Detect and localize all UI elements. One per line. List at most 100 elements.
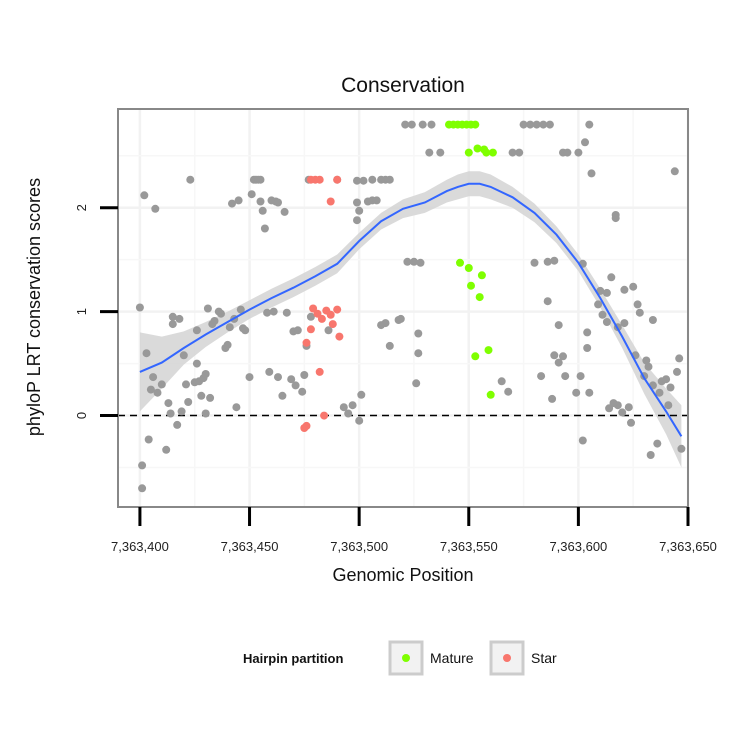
x-axis-title: Genomic Position xyxy=(332,565,473,585)
data-point-other xyxy=(146,385,155,394)
data-point-mature xyxy=(486,390,495,399)
data-point-other xyxy=(550,351,559,360)
data-point-other xyxy=(357,390,366,399)
y-tick-label: 0 xyxy=(74,412,89,419)
data-point-other xyxy=(574,148,583,157)
data-point-other xyxy=(550,256,559,265)
data-point-other xyxy=(355,416,364,425)
data-point-other xyxy=(173,420,182,429)
data-point-other xyxy=(232,403,241,412)
data-point-other xyxy=(368,175,377,184)
data-point-other xyxy=(504,387,513,396)
data-point-other xyxy=(151,204,160,213)
data-point-other xyxy=(206,393,215,402)
data-point-other xyxy=(182,380,190,389)
data-point-other xyxy=(598,310,607,319)
legend-label-star: Star xyxy=(531,650,557,666)
data-point-other xyxy=(162,445,171,454)
data-points xyxy=(135,120,686,493)
data-point-other xyxy=(344,409,353,418)
data-point-other xyxy=(175,314,184,323)
data-point-other xyxy=(184,398,193,406)
data-point-other xyxy=(572,388,581,397)
data-point-other xyxy=(602,288,611,297)
data-point-other xyxy=(263,308,272,317)
data-point-other xyxy=(247,190,256,199)
legend-label-mature: Mature xyxy=(430,650,474,666)
data-point-other xyxy=(210,317,219,325)
data-point-mature xyxy=(473,144,482,153)
data-point-other xyxy=(401,120,410,129)
data-point-other xyxy=(425,148,434,157)
data-point-star xyxy=(315,175,324,184)
data-point-other xyxy=(664,401,673,410)
x-tick-label: 7,363,600 xyxy=(549,539,607,554)
data-point-other xyxy=(670,167,679,176)
data-point-other xyxy=(157,380,166,389)
data-point-other xyxy=(348,401,357,410)
data-point-other xyxy=(583,344,592,352)
data-point-star xyxy=(315,367,324,376)
data-point-other xyxy=(583,328,592,337)
data-point-star xyxy=(333,175,342,184)
data-point-other xyxy=(532,120,541,129)
data-point-star xyxy=(302,421,311,430)
data-point-other xyxy=(280,207,289,216)
y-tick-label: 2 xyxy=(74,204,89,211)
data-point-other xyxy=(223,340,232,349)
data-point-other xyxy=(177,407,186,416)
data-point-other xyxy=(497,377,506,386)
data-point-other xyxy=(153,388,162,397)
data-point-other xyxy=(274,198,282,207)
data-point-other xyxy=(585,120,594,129)
data-point-other xyxy=(633,300,642,309)
data-point-other xyxy=(265,367,274,376)
data-point-other xyxy=(214,307,223,316)
data-point-other xyxy=(554,358,563,367)
data-point-other xyxy=(537,372,546,381)
data-point-other xyxy=(585,388,594,397)
data-point-other xyxy=(602,318,611,326)
data-point-other xyxy=(324,326,333,335)
data-point-other xyxy=(372,196,381,205)
data-point-other xyxy=(624,403,633,412)
x-tick-label: 7,363,550 xyxy=(440,539,498,554)
data-point-other xyxy=(548,394,557,403)
data-point-other xyxy=(607,273,616,282)
data-point-other xyxy=(543,257,552,266)
confidence-band-area xyxy=(139,171,682,468)
data-point-other xyxy=(629,282,638,291)
data-point-other xyxy=(563,148,572,157)
data-point-other xyxy=(526,120,535,129)
data-point-other xyxy=(142,349,151,358)
data-point-other xyxy=(144,435,153,444)
data-point-star xyxy=(326,197,335,206)
y-tick-label: 1 xyxy=(74,308,89,315)
x-tick-label: 7,363,650 xyxy=(659,539,717,554)
data-point-other xyxy=(677,444,686,453)
data-point-other xyxy=(414,349,423,358)
chart-title: Conservation xyxy=(341,74,465,97)
data-point-other xyxy=(578,436,587,445)
data-point-other xyxy=(201,409,210,418)
data-point-other xyxy=(260,224,269,233)
data-point-other xyxy=(410,257,418,266)
legend: Hairpin partition Mature Star xyxy=(243,640,557,676)
data-point-other xyxy=(653,439,662,448)
data-point-other xyxy=(609,399,618,408)
data-point-other xyxy=(385,341,394,350)
data-point-other xyxy=(298,387,307,396)
x-axis: 7,363,400 7,363,450 7,363,500 7,363,550 7,36… xyxy=(111,507,717,554)
data-point-other xyxy=(594,300,603,309)
data-point-other xyxy=(203,304,212,313)
legend-swatch-mature xyxy=(402,654,410,662)
legend-title: Hairpin partition xyxy=(243,651,343,666)
data-point-other xyxy=(515,148,524,157)
legend-entry-mature: Mature xyxy=(388,640,474,676)
data-point-star xyxy=(306,325,315,334)
data-point-other xyxy=(627,418,635,427)
data-point-mature xyxy=(471,120,480,129)
data-point-other xyxy=(587,169,596,178)
data-point-other xyxy=(530,258,539,267)
data-point-other xyxy=(618,408,627,417)
